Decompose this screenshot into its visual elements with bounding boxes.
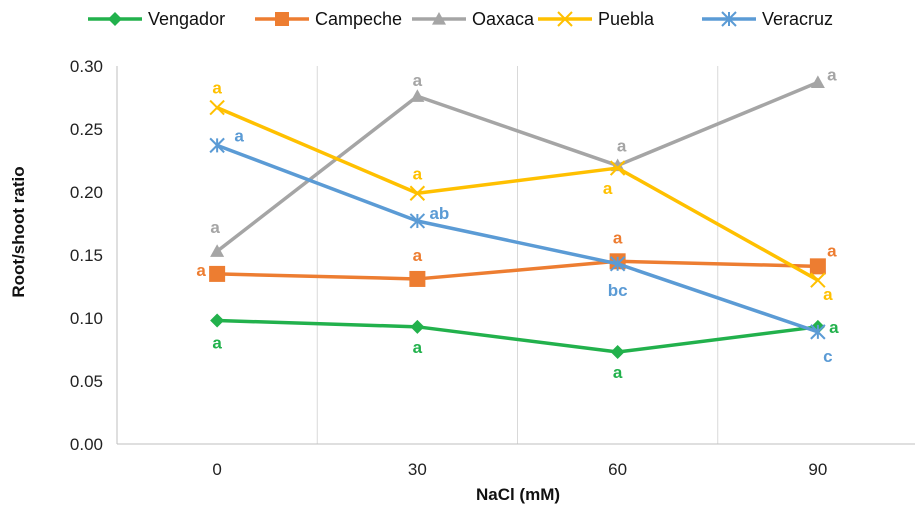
series-line-puebla bbox=[216, 105, 819, 282]
legend-entry: Campeche bbox=[255, 9, 402, 29]
series-line-oaxaca bbox=[216, 80, 819, 253]
significance-letter: a bbox=[823, 285, 833, 304]
legend-marker bbox=[275, 12, 289, 26]
marker-stroke bbox=[609, 160, 626, 176]
y-tick-label: 0.00 bbox=[70, 435, 103, 454]
legend-entry: Puebla bbox=[538, 9, 655, 29]
x-tick-label: 60 bbox=[608, 460, 627, 479]
legend-marker bbox=[557, 11, 573, 27]
legend: Vengador Campeche Oaxaca Puebla Veracruz bbox=[88, 9, 833, 29]
data-point-vengador bbox=[610, 345, 625, 360]
series-line-campeche bbox=[217, 259, 818, 281]
significance-letter: ab bbox=[429, 204, 449, 223]
marker-stroke bbox=[209, 99, 225, 116]
axes: 0.00 0.05 0.10 0.15 0.20 0.25 0.30 0 30 60 90 bbox=[70, 57, 915, 479]
gridlines bbox=[116, 66, 719, 444]
data-point-campeche bbox=[409, 270, 426, 287]
data-point-puebla bbox=[810, 272, 826, 288]
data-point-veracruz bbox=[609, 256, 626, 272]
data-point-puebla bbox=[409, 185, 426, 201]
significance-letter: bc bbox=[608, 281, 628, 300]
data-point-campeche bbox=[209, 265, 226, 282]
marker-stroke bbox=[557, 11, 573, 27]
x-tick-label: 0 bbox=[212, 460, 221, 479]
legend-label: Veracruz bbox=[762, 9, 833, 29]
y-tick-label: 0.15 bbox=[70, 246, 103, 265]
x-tick-label: 90 bbox=[808, 460, 827, 479]
legend-label: Puebla bbox=[598, 9, 655, 29]
data-point-puebla bbox=[209, 99, 225, 116]
significance-letter: a bbox=[196, 261, 206, 280]
legend-entry: Oaxaca bbox=[412, 9, 535, 29]
data-point-veracruz bbox=[810, 324, 826, 340]
data-point-veracruz bbox=[409, 213, 426, 229]
data-point-oaxaca bbox=[210, 244, 225, 257]
significance-letter: a bbox=[613, 363, 623, 382]
series-line-vengador bbox=[217, 318, 819, 354]
marker-stroke bbox=[810, 272, 826, 288]
y-tick-label: 0.20 bbox=[70, 183, 103, 202]
y-tick-label: 0.05 bbox=[70, 372, 103, 391]
y-tick-label: 0.25 bbox=[70, 120, 103, 139]
significance-letter: a bbox=[413, 338, 423, 357]
y-axis-title: Root/shoot ratio bbox=[9, 166, 28, 297]
significance-letter: a bbox=[234, 126, 244, 145]
significance-letter: a bbox=[413, 71, 423, 90]
data-point-oaxaca bbox=[410, 89, 425, 102]
y-tick-label: 0.10 bbox=[70, 309, 103, 328]
series-line-veracruz bbox=[216, 143, 819, 334]
data-point-veracruz bbox=[209, 137, 225, 154]
x-tick-label: 30 bbox=[408, 460, 427, 479]
legend-marker bbox=[432, 12, 446, 25]
significance-letter: a bbox=[413, 246, 423, 265]
significance-letter: c bbox=[823, 347, 832, 366]
data-point-vengador bbox=[210, 313, 225, 328]
data-point-puebla bbox=[609, 160, 626, 176]
y-tick-label: 0.30 bbox=[70, 57, 103, 76]
marker-stroke bbox=[409, 185, 426, 201]
legend-marker bbox=[721, 11, 737, 27]
significance-letter: a bbox=[413, 164, 423, 183]
legend-label: Vengador bbox=[148, 9, 225, 29]
legend-label: Campeche bbox=[315, 9, 402, 29]
x-axis-title: NaCl (mM) bbox=[476, 485, 560, 504]
significance-letter: a bbox=[603, 179, 613, 198]
legend-entry: Veracruz bbox=[702, 9, 833, 29]
significance-letter: a bbox=[212, 79, 222, 98]
significance-letter: a bbox=[613, 228, 623, 247]
significance-letter: a bbox=[827, 241, 837, 260]
significance-letter: a bbox=[210, 218, 220, 237]
data-point-vengador bbox=[410, 319, 425, 334]
data-point-oaxaca bbox=[810, 75, 825, 88]
significance-letter: a bbox=[829, 318, 839, 337]
data-point-campeche bbox=[809, 258, 826, 275]
legend-entry: Vengador bbox=[88, 9, 225, 29]
significance-letter: a bbox=[212, 334, 222, 353]
series-group bbox=[209, 75, 826, 360]
legend-marker bbox=[108, 12, 122, 26]
significance-letter: a bbox=[617, 137, 627, 156]
legend-label: Oaxaca bbox=[472, 9, 535, 29]
significance-letter: a bbox=[827, 65, 837, 84]
